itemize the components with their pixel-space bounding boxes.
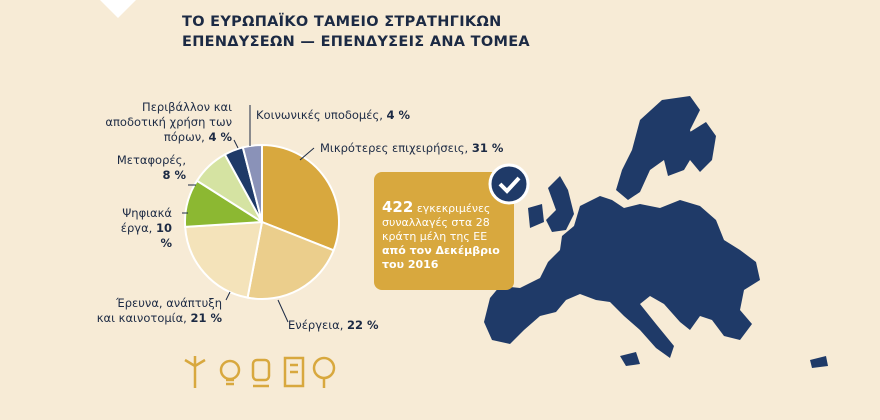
callout-number: 422 (382, 198, 414, 216)
value-label: 4 % (386, 108, 411, 122)
corner-mark (100, 0, 136, 18)
pie-slice (241, 143, 263, 223)
label: Κοινωνικές υποδομές, 4 % (256, 108, 410, 123)
sector-icons (184, 356, 336, 388)
category-label: Μεταφορές, (116, 153, 186, 167)
label: Περιβάλλον και αποδοτική χρήση των πόρων… (102, 100, 232, 145)
pie-slice (261, 143, 340, 252)
category-label: Έρευνα, ανάπτυξη και καινοτομία, (96, 296, 222, 325)
callout-text: 422 εγκεκριμένες συναλλαγές στα 28 κράτη… (382, 200, 508, 272)
check-icon (498, 176, 521, 194)
category-label: Μικρότερες επιχειρήσεις, (320, 141, 469, 155)
pie-slice (184, 220, 264, 299)
category-label: Ψηφιακά έργα, (120, 206, 172, 235)
value-label: 21 % (190, 311, 222, 325)
label: Ψηφιακά έργα, 10 % (112, 206, 172, 251)
label: Έρευνα, ανάπτυξη και καινοτομία, 21 % (96, 296, 222, 326)
europe-map (484, 96, 828, 368)
callout-body: εγκεκριμένες συναλλαγές στα 28 κράτη μέλ… (382, 202, 491, 243)
label: Μεταφορές, 8 % (106, 153, 186, 183)
leader-lines (182, 105, 315, 323)
category-label: Περιβάλλον και αποδοτική χρήση των πόρων… (105, 100, 232, 144)
value-label: 31 % (471, 141, 504, 155)
value-label: 4 % (208, 130, 232, 144)
value-label: 8 % (162, 168, 186, 182)
callout-box (374, 172, 514, 290)
value-label: 10 % (155, 221, 172, 250)
pie-slice (246, 220, 335, 300)
check-badge (488, 163, 530, 205)
chart-title: ΤΟ ΕΥΡΩΠΑΪΚΟ ΤΑΜΕΙΟ ΣΤΡΑΤΗΓΙΚΩΝ ΕΠΕΝΔΥΣΕ… (182, 14, 530, 50)
value-label: 22 % (347, 318, 379, 332)
label: Μικρότερες επιχειρήσεις, 31 % (320, 141, 503, 156)
category-label: Κοινωνικές υποδομές, (256, 108, 383, 122)
label: Ενέργεια, 22 % (288, 318, 379, 333)
category-label: Ενέργεια, (288, 318, 344, 332)
callout-emphasis: από τον Δεκέμβριο του 2016 (382, 244, 500, 271)
